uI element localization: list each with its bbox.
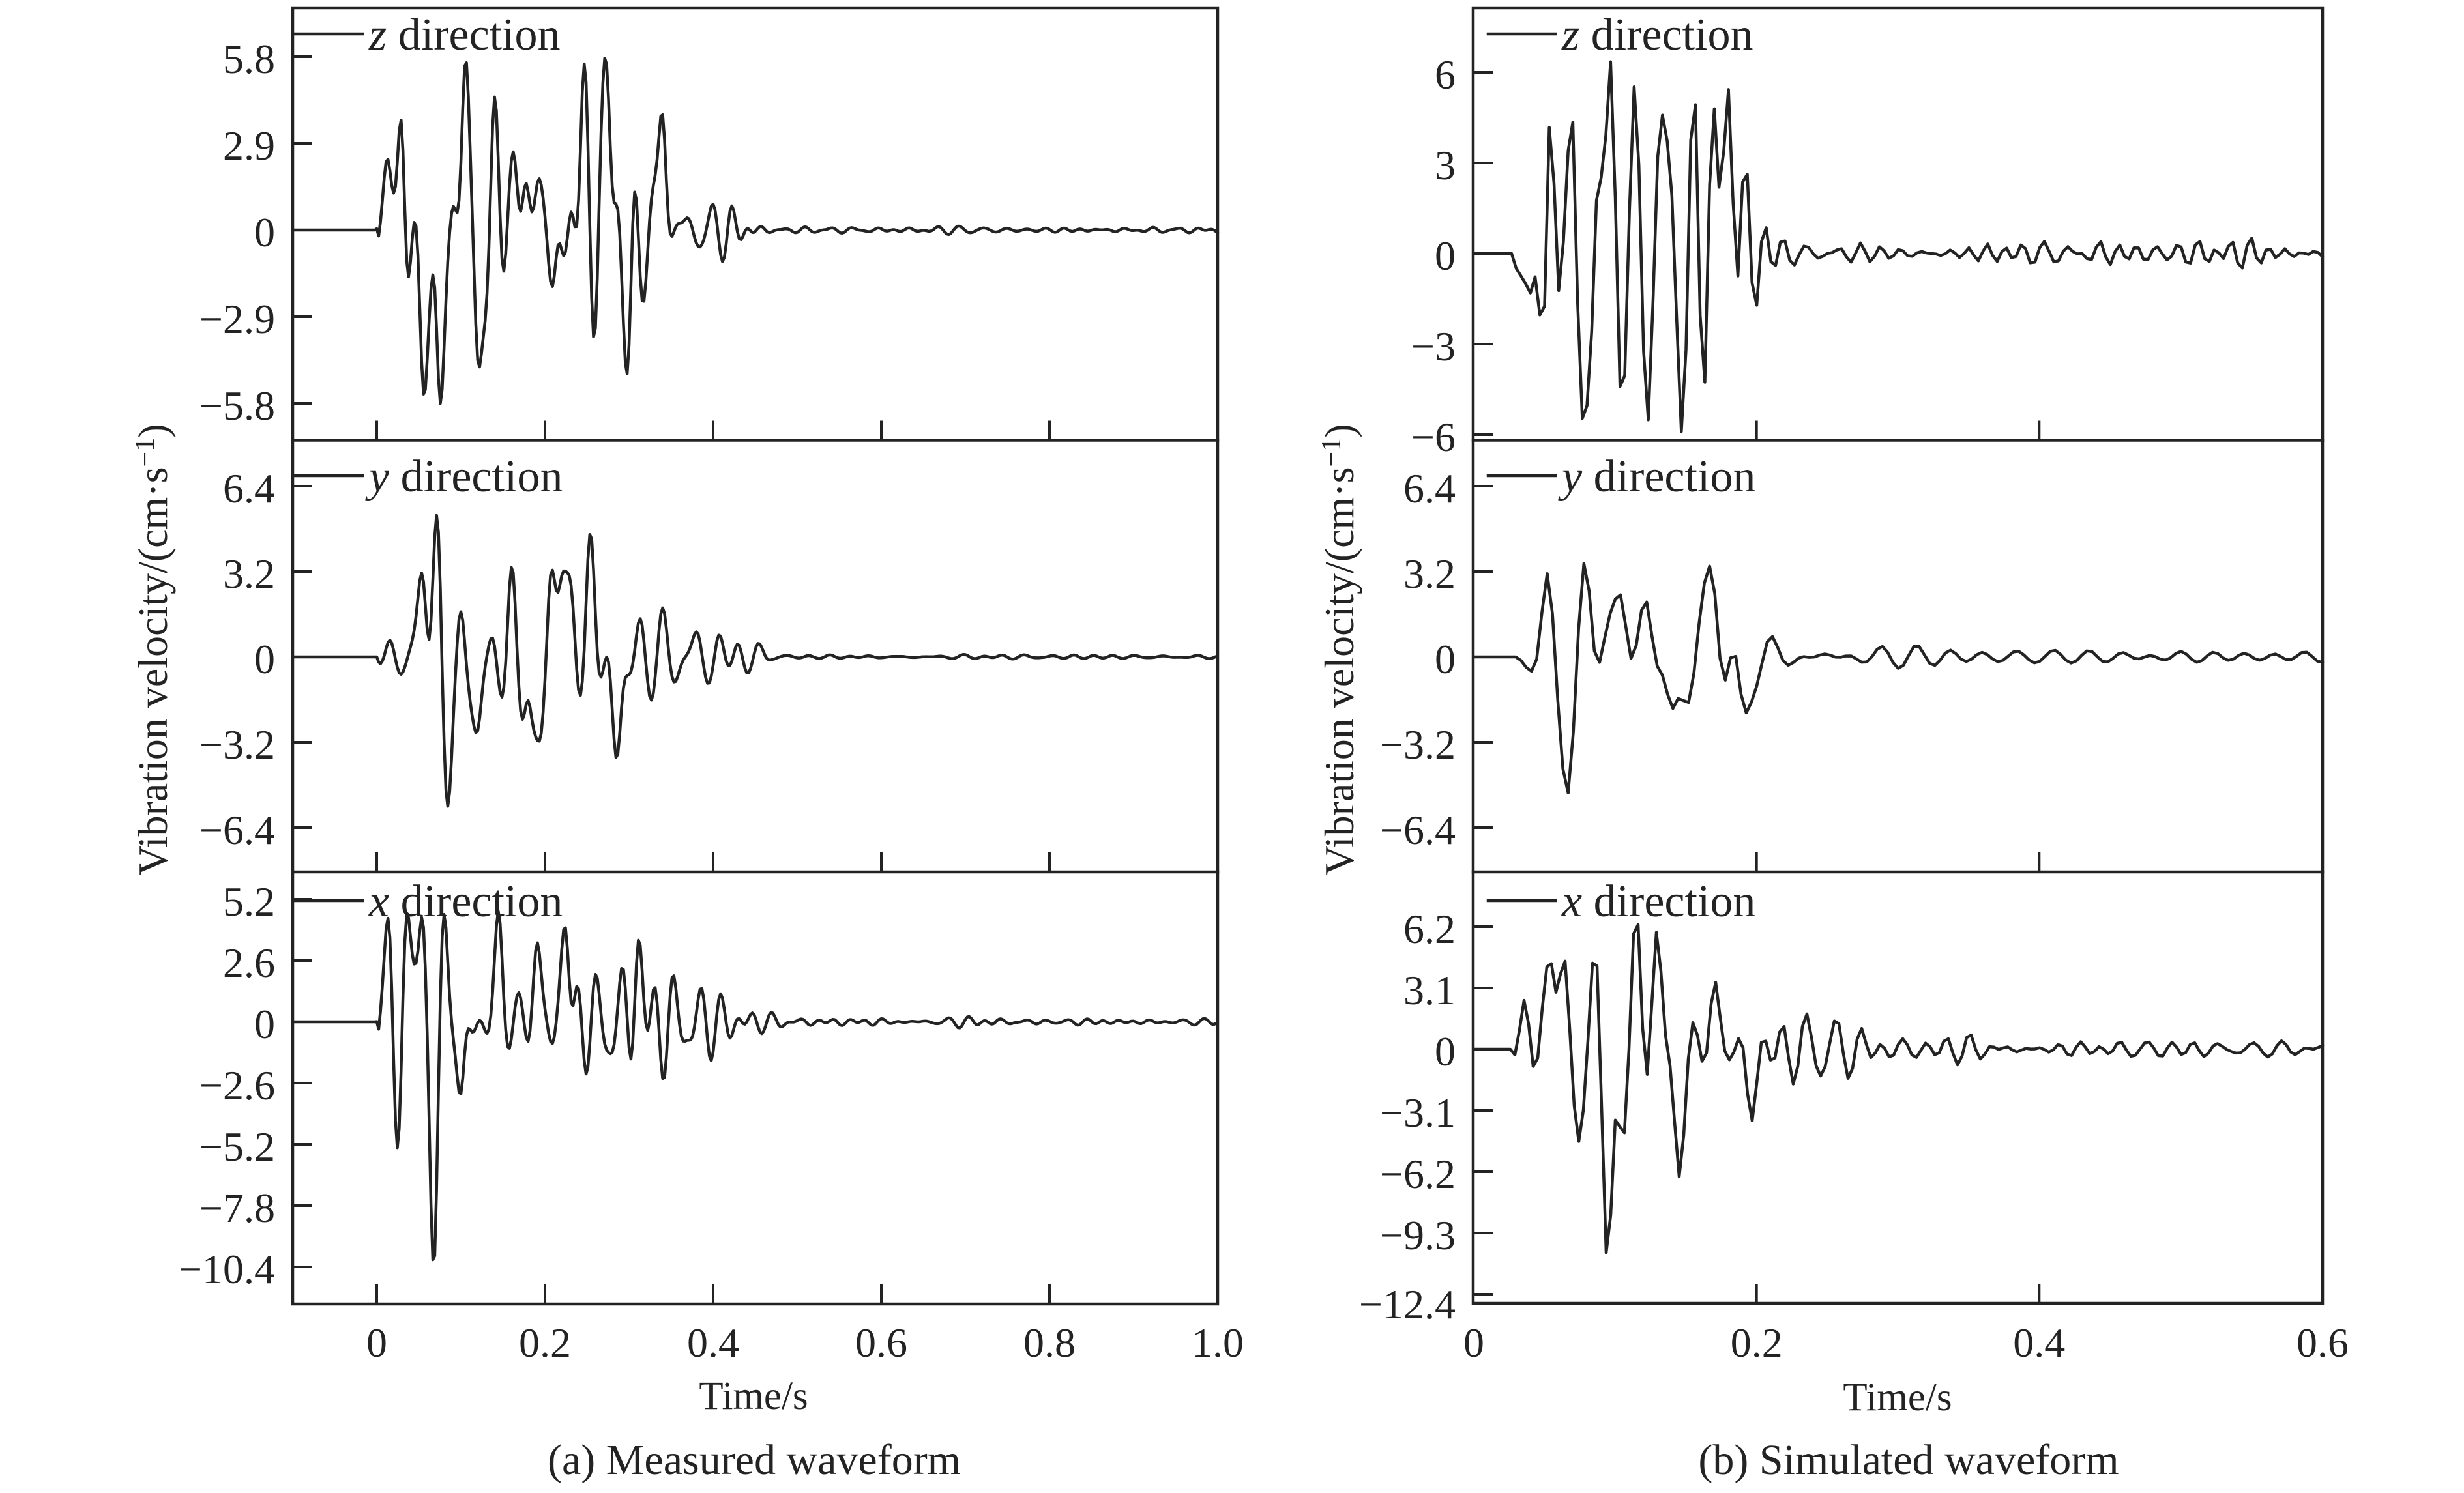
svg-text:0.6: 0.6 <box>855 1320 907 1366</box>
svg-text:−3.2: −3.2 <box>1380 721 1456 768</box>
svg-text:(b) Simulated waveform: (b) Simulated waveform <box>1698 1436 2119 1484</box>
svg-text:−2.9: −2.9 <box>199 296 275 342</box>
svg-text:6: 6 <box>1435 51 1456 98</box>
svg-text:3.1: 3.1 <box>1403 967 1456 1013</box>
svg-text:−7.8: −7.8 <box>199 1185 275 1231</box>
svg-text:6.4: 6.4 <box>223 465 275 512</box>
svg-text:−3.2: −3.2 <box>199 721 275 768</box>
svg-text:−12.4: −12.4 <box>1359 1281 1456 1327</box>
svg-text:0: 0 <box>254 209 275 255</box>
svg-text:2.9: 2.9 <box>223 123 275 169</box>
svg-text:0.2: 0.2 <box>519 1320 571 1366</box>
svg-text:2.6: 2.6 <box>223 940 275 986</box>
svg-text:1.0: 1.0 <box>1192 1320 1244 1366</box>
svg-text:−3: −3 <box>1411 323 1456 370</box>
svg-text:−10.4: −10.4 <box>179 1246 275 1292</box>
svg-text:Vibration velocity/(cm·s−1): Vibration velocity/(cm·s−1) <box>1316 424 1362 875</box>
svg-text:−6.4: −6.4 <box>199 807 275 853</box>
svg-text:0: 0 <box>254 636 275 682</box>
svg-text:Vibration velocity/(cm·s−1): Vibration velocity/(cm·s−1) <box>130 424 176 875</box>
svg-text:x direction: x direction <box>1561 877 1755 927</box>
svg-text:0: 0 <box>1435 1028 1456 1075</box>
svg-text:0.4: 0.4 <box>687 1320 739 1366</box>
svg-text:3.2: 3.2 <box>1403 551 1456 597</box>
svg-text:0.6: 0.6 <box>2296 1320 2349 1366</box>
svg-text:0: 0 <box>1435 636 1456 682</box>
svg-text:Time/s: Time/s <box>1843 1376 1952 1419</box>
svg-text:−2.6: −2.6 <box>199 1062 275 1109</box>
svg-text:0: 0 <box>1463 1320 1484 1366</box>
svg-text:5.2: 5.2 <box>223 878 275 925</box>
svg-text:x direction: x direction <box>368 877 563 927</box>
svg-text:5.8: 5.8 <box>223 36 275 82</box>
svg-text:0: 0 <box>366 1320 387 1366</box>
svg-text:−5.2: −5.2 <box>199 1123 275 1170</box>
svg-text:z direction: z direction <box>1561 10 1753 60</box>
svg-text:y direction: y direction <box>1558 452 1755 502</box>
svg-text:3.2: 3.2 <box>223 551 275 597</box>
svg-text:−5.8: −5.8 <box>199 383 275 429</box>
svg-text:(a) Measured waveform: (a) Measured waveform <box>548 1436 961 1484</box>
svg-text:3: 3 <box>1435 142 1456 188</box>
svg-text:0: 0 <box>254 1001 275 1047</box>
svg-text:y direction: y direction <box>365 452 563 502</box>
svg-text:−6: −6 <box>1411 414 1456 460</box>
svg-text:0.2: 0.2 <box>1731 1320 1783 1366</box>
svg-text:−3.1: −3.1 <box>1380 1090 1456 1136</box>
svg-text:−9.3: −9.3 <box>1380 1212 1456 1258</box>
svg-text:Time/s: Time/s <box>699 1374 808 1418</box>
svg-text:0.4: 0.4 <box>2013 1320 2065 1366</box>
svg-text:−6.2: −6.2 <box>1380 1151 1456 1197</box>
svg-text:0: 0 <box>1435 233 1456 279</box>
svg-text:6.4: 6.4 <box>1403 465 1456 512</box>
svg-text:0.8: 0.8 <box>1023 1320 1076 1366</box>
svg-text:6.2: 6.2 <box>1403 906 1456 952</box>
svg-text:−6.4: −6.4 <box>1380 807 1456 853</box>
svg-text:z direction: z direction <box>368 10 561 60</box>
